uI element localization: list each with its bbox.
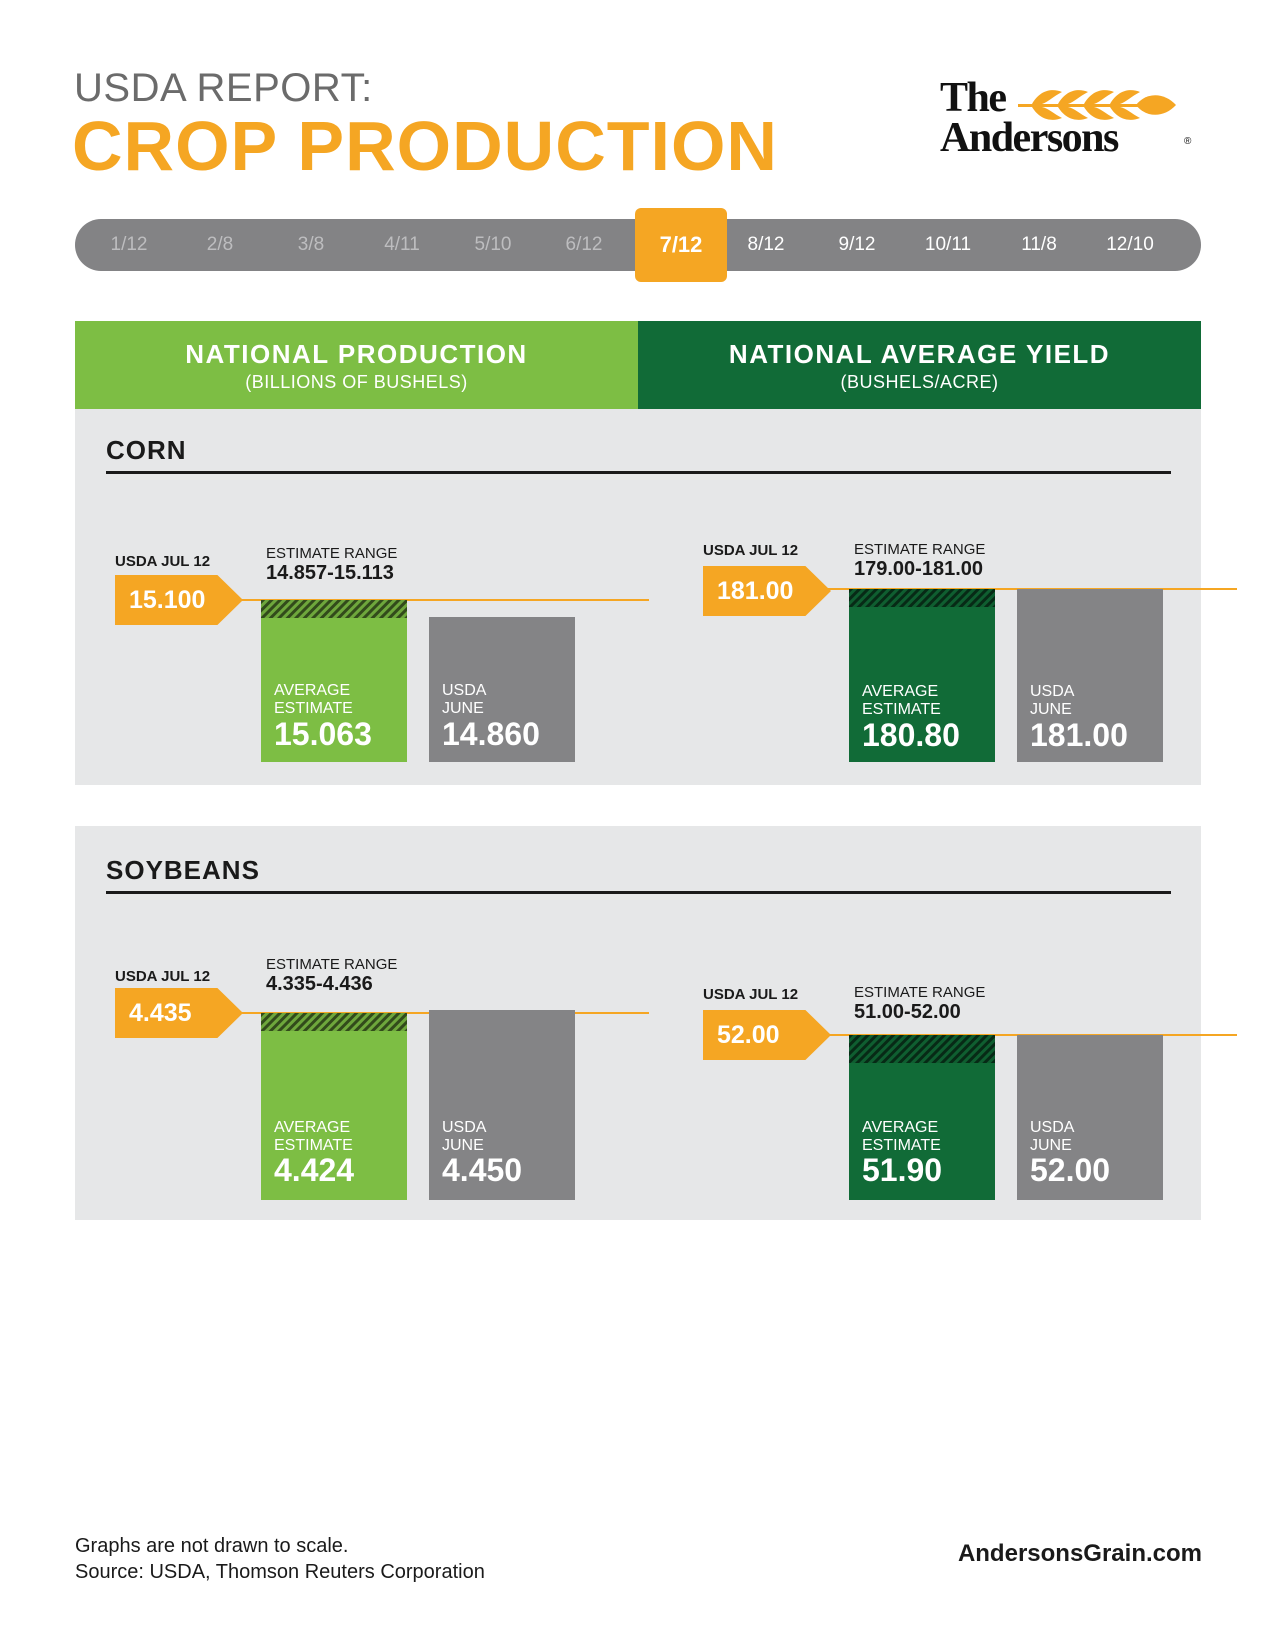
usda-june-value: 14.860 bbox=[442, 716, 540, 752]
usda-june-value: 52.00 bbox=[1030, 1152, 1111, 1188]
usda-june-bar: USDA JUNE 14.860 bbox=[429, 617, 575, 762]
production-title: NATIONAL PRODUCTION bbox=[185, 339, 528, 369]
estimate-range-value: 4.335-4.436 bbox=[266, 973, 373, 995]
logo-text: The Andersons bbox=[940, 75, 1119, 161]
yield-title: NATIONAL AVERAGE YIELD bbox=[728, 339, 1111, 369]
average-estimate-caption: AVERAGE ESTIMATE bbox=[274, 1119, 353, 1155]
usda-june-caption: USDA JUNE bbox=[1030, 1119, 1074, 1155]
usda-june-caption-line: JUNE bbox=[442, 1137, 484, 1154]
yield-unit: (BUSHELS/ACRE) bbox=[840, 372, 999, 392]
timeline-date-active[interactable]: 7/12 bbox=[635, 208, 727, 282]
usda-current-value: 52.00 bbox=[717, 1021, 780, 1049]
usda-june-caption-line: JUNE bbox=[1030, 1137, 1072, 1154]
usda-current-marker: 15.100 bbox=[115, 575, 243, 625]
estimate-range-value: 51.00-52.00 bbox=[854, 1001, 961, 1023]
estimate-range-hatch bbox=[261, 600, 407, 618]
usda-june-bar: USDA JUNE 181.00 bbox=[1017, 589, 1163, 762]
average-estimate-caption: AVERAGE ESTIMATE bbox=[862, 1119, 941, 1155]
report-date-timeline: 1/12 2/8 3/8 4/11 5/10 6/12 7/12 8/12 9/… bbox=[75, 208, 1201, 282]
average-estimate-bar: AVERAGE ESTIMATE 180.80 bbox=[849, 589, 995, 762]
usda-june-caption: USDA JUNE bbox=[1030, 683, 1074, 719]
average-estimate-caption-line: AVERAGE bbox=[862, 1119, 939, 1136]
usda-june-value: 181.00 bbox=[1030, 717, 1128, 753]
usda-current-value: 15.100 bbox=[129, 586, 206, 614]
scale-note: Graphs are not drawn to scale. bbox=[75, 1535, 349, 1557]
usda-june-caption: USDA JUNE bbox=[442, 682, 486, 718]
corn-panel: CORN USDA JUL 12 ESTIMATE RANGE 14.857-1… bbox=[75, 409, 1237, 785]
usda-june-bar: USDA JUNE 52.00 bbox=[1017, 1035, 1163, 1200]
usda-current-label: USDA JUL 12 bbox=[703, 542, 799, 559]
average-estimate-caption-line: AVERAGE bbox=[274, 682, 351, 699]
report-title: CROP PRODUCTION bbox=[72, 107, 778, 185]
estimate-range-label: ESTIMATE RANGE bbox=[854, 541, 986, 558]
usda-current-value: 181.00 bbox=[717, 577, 794, 605]
average-estimate-caption-line: ESTIMATE bbox=[274, 1137, 353, 1154]
report-subtitle: USDA REPORT: bbox=[74, 66, 373, 110]
average-estimate-caption: AVERAGE ESTIMATE bbox=[274, 682, 353, 718]
average-estimate-caption-line: ESTIMATE bbox=[862, 1137, 941, 1154]
usda-current-value: 4.435 bbox=[129, 999, 192, 1027]
timeline-date[interactable]: 6/12 bbox=[565, 234, 603, 255]
usda-june-caption-line: USDA bbox=[442, 682, 487, 699]
average-estimate-bar: AVERAGE ESTIMATE 4.424 bbox=[261, 1013, 407, 1200]
wheat-icon bbox=[1018, 90, 1176, 120]
panel-divider bbox=[106, 891, 1171, 894]
average-estimate-value: 4.424 bbox=[274, 1152, 355, 1188]
usda-june-bar: USDA JUNE 4.450 bbox=[429, 1010, 575, 1200]
estimate-range-label: ESTIMATE RANGE bbox=[266, 545, 398, 562]
average-estimate-value: 15.063 bbox=[274, 716, 372, 752]
usda-current-marker: 181.00 bbox=[703, 566, 831, 616]
estimate-range-hatch bbox=[849, 589, 995, 607]
website-link[interactable]: AndersonsGrain.com bbox=[957, 1540, 1202, 1567]
registered-mark: ® bbox=[1184, 136, 1192, 147]
average-estimate-caption: AVERAGE ESTIMATE bbox=[862, 683, 941, 719]
usda-current-label: USDA JUL 12 bbox=[703, 986, 799, 1003]
usda-current-label: USDA JUL 12 bbox=[115, 553, 211, 570]
panel-divider bbox=[106, 471, 1171, 474]
yield-column-header: NATIONAL AVERAGE YIELD (BUSHELS/ACRE) bbox=[638, 321, 1201, 409]
timeline-date[interactable]: 2/8 bbox=[206, 234, 234, 255]
usda-june-caption-line: USDA bbox=[1030, 683, 1075, 700]
usda-current-marker: 52.00 bbox=[703, 1010, 831, 1060]
usda-june-caption-line: USDA bbox=[442, 1119, 487, 1136]
timeline-date[interactable]: 1/12 bbox=[110, 234, 148, 255]
usda-june-caption-line: JUNE bbox=[442, 700, 484, 717]
timeline-date[interactable]: 4/11 bbox=[384, 234, 420, 255]
timeline-date[interactable]: 11/8 bbox=[1021, 234, 1057, 255]
usda-june-value: 4.450 bbox=[442, 1152, 523, 1188]
usda-june-caption-line: JUNE bbox=[1030, 701, 1072, 718]
estimate-range-hatch bbox=[849, 1035, 995, 1063]
timeline-date[interactable]: 3/8 bbox=[297, 234, 325, 255]
average-estimate-value: 51.90 bbox=[862, 1152, 943, 1188]
timeline-date[interactable]: 10/11 bbox=[924, 234, 972, 255]
usda-current-label: USDA JUL 12 bbox=[115, 968, 211, 985]
timeline-date[interactable]: 5/10 bbox=[474, 234, 512, 255]
estimate-range-label: ESTIMATE RANGE bbox=[266, 956, 398, 973]
average-estimate-caption-line: ESTIMATE bbox=[862, 701, 941, 718]
estimate-range-hatch bbox=[261, 1013, 407, 1031]
average-estimate-value: 180.80 bbox=[862, 717, 960, 753]
average-estimate-caption-line: AVERAGE bbox=[274, 1119, 351, 1136]
estimate-range-label: ESTIMATE RANGE bbox=[854, 984, 986, 1001]
average-estimate-bar: AVERAGE ESTIMATE 15.063 bbox=[261, 600, 407, 762]
average-estimate-bar: AVERAGE ESTIMATE 51.90 bbox=[849, 1035, 995, 1200]
panel-title-soybeans: SOYBEANS bbox=[106, 855, 260, 885]
timeline-date[interactable]: 12/10 bbox=[1106, 234, 1154, 255]
average-estimate-caption-line: AVERAGE bbox=[862, 683, 939, 700]
panel-title-corn: CORN bbox=[106, 435, 187, 465]
usda-june-caption-line: USDA bbox=[1030, 1119, 1075, 1136]
estimate-range-value: 179.00-181.00 bbox=[854, 558, 984, 580]
average-estimate-caption-line: ESTIMATE bbox=[274, 700, 353, 717]
production-column-header: NATIONAL PRODUCTION (BILLIONS OF BUSHELS… bbox=[75, 321, 638, 409]
usda-current-line bbox=[235, 599, 649, 601]
andersons-logo: The Andersons ® bbox=[940, 75, 1200, 168]
source-note: Source: USDA, Thomson Reuters Corporatio… bbox=[75, 1561, 485, 1583]
timeline-date[interactable]: 9/12 bbox=[838, 234, 876, 255]
estimate-range-value: 14.857-15.113 bbox=[266, 562, 394, 584]
soybeans-panel: SOYBEANS USDA JUL 12 ESTIMATE RANGE 4.33… bbox=[75, 826, 1237, 1220]
usda-june-caption: USDA JUNE bbox=[442, 1119, 486, 1155]
timeline-date[interactable]: 8/12 bbox=[747, 234, 785, 255]
production-unit: (BILLIONS OF BUSHELS) bbox=[245, 372, 468, 392]
usda-current-marker: 4.435 bbox=[115, 988, 243, 1038]
